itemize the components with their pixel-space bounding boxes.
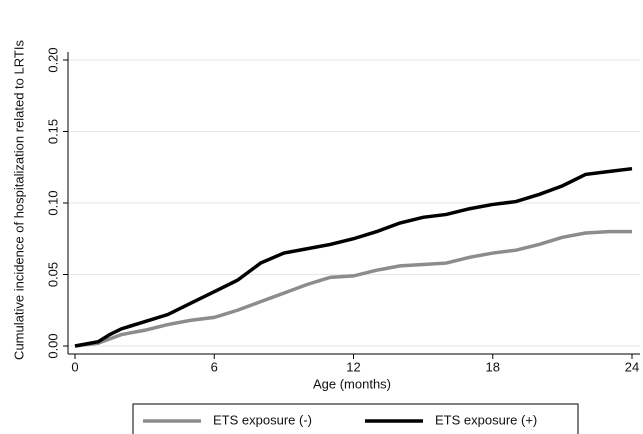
x-tick-label: 12	[346, 359, 360, 374]
legend-label: ETS exposure (+)	[435, 412, 537, 427]
y-tick-label: 0.05	[45, 262, 60, 287]
x-tick-label: 24	[625, 359, 639, 374]
y-tick-label: 0.10	[45, 190, 60, 215]
x-tick-label: 18	[486, 359, 500, 374]
y-axis-label: Cumulative incidence of hospitalization …	[11, 40, 26, 360]
x-axis-label: Age (months)	[313, 376, 391, 391]
legend-box	[132, 403, 579, 434]
legend-label: ETS exposure (-)	[213, 412, 312, 427]
y-tick-label: 0.15	[45, 119, 60, 144]
x-tick-label: 0	[71, 359, 78, 374]
series-line	[74, 166, 633, 348]
y-tick-label: 0.00	[45, 333, 60, 358]
y-tick-label: 0.20	[45, 47, 60, 72]
series-line	[74, 229, 632, 348]
x-tick-label: 6	[211, 359, 218, 374]
